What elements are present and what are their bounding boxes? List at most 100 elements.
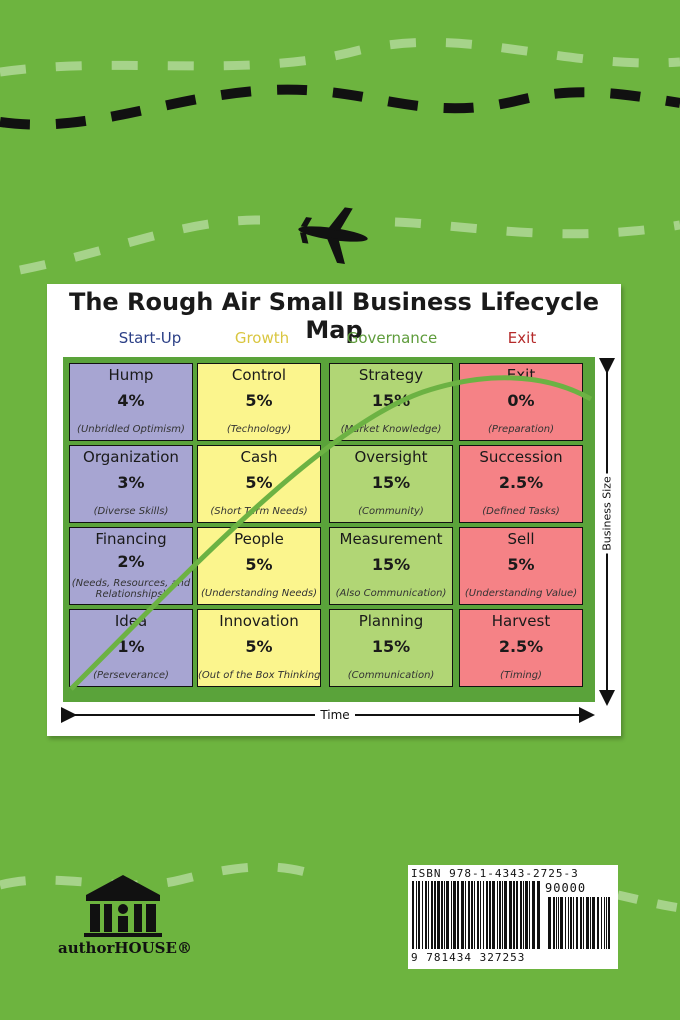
cell-harvest: Harvest 2.5% (Timing) <box>459 609 583 687</box>
cell-strategy: Strategy 15% (Market Knowledge) <box>329 363 453 441</box>
phase-exit: Exit <box>507 329 537 347</box>
addon-barcode-bar <box>560 897 563 949</box>
addon-barcode-bar <box>601 897 602 949</box>
barcode-bar <box>497 881 498 949</box>
barcode-bar <box>422 881 423 949</box>
barcode-bar <box>444 881 445 949</box>
lifecycle-map-card: The Rough Air Small Business Lifecycle M… <box>47 284 621 736</box>
barcode-bar <box>441 881 443 949</box>
addon-barcode-bar <box>558 897 559 949</box>
phase-startup: Start-Up <box>118 329 182 347</box>
barcode-bar <box>486 881 488 949</box>
addon-barcode-bar <box>583 897 584 949</box>
barcode-bar <box>471 881 473 949</box>
cell-innovation: Innovation 5% (Out of the Box Thinking) <box>197 609 321 687</box>
addon-barcode-bar <box>576 897 578 949</box>
barcode-bar <box>446 881 449 949</box>
addon-barcode-bar <box>606 897 607 949</box>
cell-control: Control 5% (Technology) <box>197 363 321 441</box>
barcode-bar <box>499 881 501 949</box>
cell-cash: Cash 5% (Short Term Needs) <box>197 445 321 523</box>
addon-barcode-bar <box>586 897 589 949</box>
barcode-bar <box>504 881 507 949</box>
barcode-bar <box>451 881 452 949</box>
barcode-bar <box>428 881 429 949</box>
barcode-bar <box>532 881 535 949</box>
isbn-barcode: ISBN 978-1-4343-2725-3 90000 9 781434 32… <box>408 865 618 969</box>
phase-growth: Growth <box>234 329 290 347</box>
faint-flight-path-bottom <box>0 862 332 890</box>
barcode-bar <box>509 881 512 949</box>
publisher-logo: authorHOUSE® <box>58 873 192 963</box>
barcode-bar <box>516 881 518 949</box>
cell-exit: Exit 0% (Preparation) <box>459 363 583 441</box>
cell-people: People 5% (Understanding Needs) <box>197 527 321 605</box>
barcode-bar <box>434 881 436 949</box>
cell-sell: Sell 5% (Understanding Value) <box>459 527 583 605</box>
addon-barcode-bar <box>590 897 591 949</box>
barcode-bar <box>489 881 491 949</box>
barcode-bar <box>537 881 540 949</box>
cell-measurement: Measurement 15% (Also Communication) <box>329 527 453 605</box>
barcode-bar <box>457 881 459 949</box>
addon-barcode-bar <box>608 897 610 949</box>
barcode-bar <box>453 881 456 949</box>
publisher-name: authorHOUSE® <box>58 939 192 957</box>
business-size-axis-label: Business Size <box>600 473 614 554</box>
barcode-bar <box>431 881 433 949</box>
barcode-bar <box>437 881 440 949</box>
addon-barcode-bar <box>604 897 605 949</box>
cell-organization: Organization 3% (Diverse Skills) <box>69 445 193 523</box>
barcode-bar <box>461 881 464 949</box>
addon-barcode-bar <box>568 897 569 949</box>
barcode-bar <box>513 881 515 949</box>
addon-barcode-bar <box>548 897 551 949</box>
map-title: The Rough Air Small Business Lifecycle M… <box>68 288 600 344</box>
isbn-digits: 9 781434 327253 <box>411 951 526 964</box>
barcode-bar <box>523 881 524 949</box>
cell-hump: Hump 4% (Unbridled Optimism) <box>69 363 193 441</box>
barcode-bar <box>529 881 530 949</box>
cell-idea: Idea 1% (Perseverance) <box>69 609 193 687</box>
cell-financing: Financing 2% (Needs, Resources, and Rela… <box>69 527 193 605</box>
barcode-bar <box>425 881 427 949</box>
faint-flight-path-top <box>0 37 680 77</box>
addon-barcode-bar <box>565 897 566 949</box>
barcode-bar <box>525 881 528 949</box>
time-axis-label: Time <box>315 708 355 722</box>
addon-barcode-bar <box>592 897 595 949</box>
cell-oversight: Oversight 15% (Community) <box>329 445 453 523</box>
barcode-bars <box>412 881 610 949</box>
barcode-bar <box>468 881 470 949</box>
barcode-bar <box>412 881 414 949</box>
faint-flight-path-mid <box>19 215 261 275</box>
barcode-bar <box>483 881 484 949</box>
addon-barcode-bar <box>597 897 599 949</box>
phase-governance: Governance <box>346 329 438 347</box>
addon-barcode-bar <box>570 897 572 949</box>
barcode-bar <box>474 881 475 949</box>
lifecycle-grid: Hump 4% (Unbridled Optimism) Control 5% … <box>63 357 595 702</box>
addon-barcode-bar <box>573 897 574 949</box>
price-code: 90000 <box>545 881 587 895</box>
barcode-bar <box>492 881 495 949</box>
addon-barcode-bar <box>556 897 557 949</box>
faint-flight-path-mid-right <box>394 217 680 239</box>
cell-planning: Planning 15% (Communication) <box>329 609 453 687</box>
barcode-bar <box>418 881 420 949</box>
cell-succession: Succession 2.5% (Defined Tasks) <box>459 445 583 523</box>
barcode-bar <box>416 881 417 949</box>
airplane-icon <box>298 207 368 264</box>
addon-barcode-bar <box>553 897 555 949</box>
barcode-bar <box>520 881 522 949</box>
dark-flight-path <box>0 84 680 130</box>
barcode-bar <box>465 881 466 949</box>
faint-flight-path-bottom-right <box>617 890 680 913</box>
addon-barcode-bar <box>580 897 582 949</box>
authorhouse-logo-icon <box>84 875 162 937</box>
barcode-bar <box>477 881 479 949</box>
barcode-bar <box>480 881 481 949</box>
isbn-label: ISBN 978-1-4343-2725-3 <box>411 867 579 880</box>
barcode-bar <box>502 881 503 949</box>
